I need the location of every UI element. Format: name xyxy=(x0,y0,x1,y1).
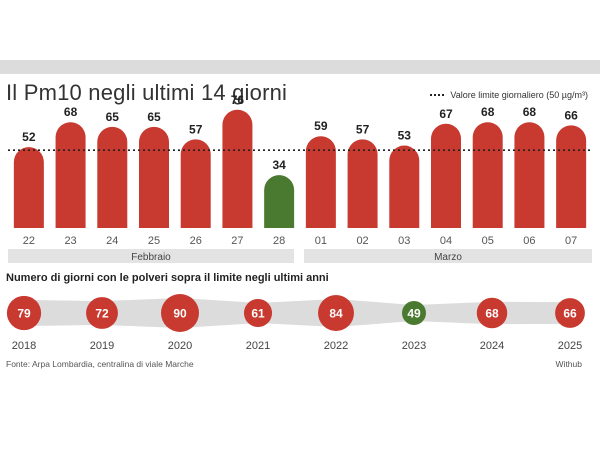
x-tick-label: 22 xyxy=(23,235,35,247)
year-value-label: 61 xyxy=(251,307,265,321)
bar-26 xyxy=(180,139,211,228)
connector-ribbon xyxy=(102,298,180,328)
bar-27 xyxy=(222,109,253,228)
connector-ribbon xyxy=(180,298,258,328)
source-note: Fonte: Arpa Lombardia, centralina di via… xyxy=(6,359,194,369)
connector-ribbon xyxy=(258,299,336,327)
bar-04 xyxy=(431,123,461,228)
connector-ribbon xyxy=(24,299,102,327)
month-label: Febbraio xyxy=(131,252,171,263)
year-value-label: 49 xyxy=(407,307,421,321)
year-label: 2018 xyxy=(12,340,36,352)
bar-value-label: 68 xyxy=(64,105,78,119)
credit: Withub xyxy=(555,359,582,369)
month-band xyxy=(304,249,592,263)
bar-05 xyxy=(472,122,503,228)
x-tick-label: 01 xyxy=(315,235,327,247)
bar-value-label: 57 xyxy=(189,122,203,136)
yearly-title: Numero di giorni con le polveri sopra il… xyxy=(6,272,329,284)
year-label: 2025 xyxy=(558,340,582,352)
x-tick-label: 05 xyxy=(482,235,494,247)
connector-ribbon xyxy=(492,301,570,325)
x-tick-label: 03 xyxy=(398,235,410,247)
bar-value-label: 76 xyxy=(231,93,245,107)
legend-label: Valore limite giornaliero (50 µg/m³) xyxy=(450,90,588,100)
bar-value-label: 52 xyxy=(22,130,36,144)
bar-value-label: 68 xyxy=(523,105,537,119)
x-tick-label: 25 xyxy=(148,235,160,247)
bar-value-label: 59 xyxy=(314,119,328,133)
year-label: 2020 xyxy=(168,340,192,352)
bar-06 xyxy=(514,122,545,228)
x-tick-label: 24 xyxy=(106,235,118,247)
year-value-label: 84 xyxy=(329,307,343,321)
year-label: 2023 xyxy=(402,340,426,352)
connector-ribbon xyxy=(336,299,414,327)
year-bubble-2022 xyxy=(318,295,354,331)
bar-value-label: 57 xyxy=(356,122,370,136)
x-tick-label: 26 xyxy=(190,235,202,247)
year-bubble-2019 xyxy=(86,297,118,329)
month-label: Marzo xyxy=(434,252,462,263)
month-bands: Febbraio Marzo xyxy=(8,249,592,263)
x-tick-label: 06 xyxy=(523,235,535,247)
x-tick-label: 07 xyxy=(565,235,577,247)
year-label: 2019 xyxy=(90,340,114,352)
x-tick-label: 02 xyxy=(356,235,368,247)
year-value-label: 79 xyxy=(17,307,31,321)
year-bubble-2021 xyxy=(243,298,273,328)
bar-25 xyxy=(139,126,169,228)
year-value-label: 66 xyxy=(563,307,577,321)
bar-value-label: 34 xyxy=(272,158,286,172)
bar-23 xyxy=(55,122,86,228)
year-bubble-2025 xyxy=(555,298,585,328)
year-label: 2022 xyxy=(324,340,348,352)
year-value-label: 68 xyxy=(485,307,499,321)
bar-value-label: 66 xyxy=(564,108,578,122)
bar-01 xyxy=(305,136,336,228)
year-label: 2024 xyxy=(480,340,504,352)
bar-value-label: 67 xyxy=(439,107,453,121)
threshold-legend-line xyxy=(430,94,445,96)
bars: 52 22 68 23 65 24 65 25 57 26 76 27 34 28 59 01 57 02 53 03… xyxy=(8,93,592,247)
legend: Valore limite giornaliero (50 µg/m³) xyxy=(430,90,588,100)
year-bubble-2024 xyxy=(476,297,508,329)
year-value-label: 72 xyxy=(95,307,109,321)
year-bubble-2018 xyxy=(6,295,42,331)
bar-value-label: 65 xyxy=(106,110,120,124)
chart-title: Il Pm10 negli ultimi 14 giorni xyxy=(6,80,288,105)
top-band xyxy=(0,60,600,74)
bar-22 xyxy=(13,147,44,228)
bar-24 xyxy=(97,126,128,228)
x-tick-label: 04 xyxy=(440,235,452,247)
month-band xyxy=(8,249,294,263)
year-value-label: 90 xyxy=(173,307,187,321)
year-label: 2021 xyxy=(246,340,270,352)
x-tick-label: 23 xyxy=(64,235,76,247)
connector-ribbon xyxy=(414,301,492,325)
year-bubble-2020 xyxy=(161,294,199,332)
year-bubble-2023 xyxy=(402,301,426,325)
yearly-bubbles: 79 2018 72 2019 90 2020 61 2021 84 2022 49 2023 68 20… xyxy=(6,294,585,352)
bar-value-label: 68 xyxy=(481,105,495,119)
x-tick-label: 28 xyxy=(273,235,285,247)
bar-28 xyxy=(264,175,295,228)
bar-07 xyxy=(556,125,587,228)
x-tick-label: 27 xyxy=(231,235,243,247)
bar-02 xyxy=(347,139,378,228)
bar-value-label: 53 xyxy=(398,129,412,143)
bar-value-label: 65 xyxy=(147,110,161,124)
bar-03 xyxy=(389,145,420,228)
